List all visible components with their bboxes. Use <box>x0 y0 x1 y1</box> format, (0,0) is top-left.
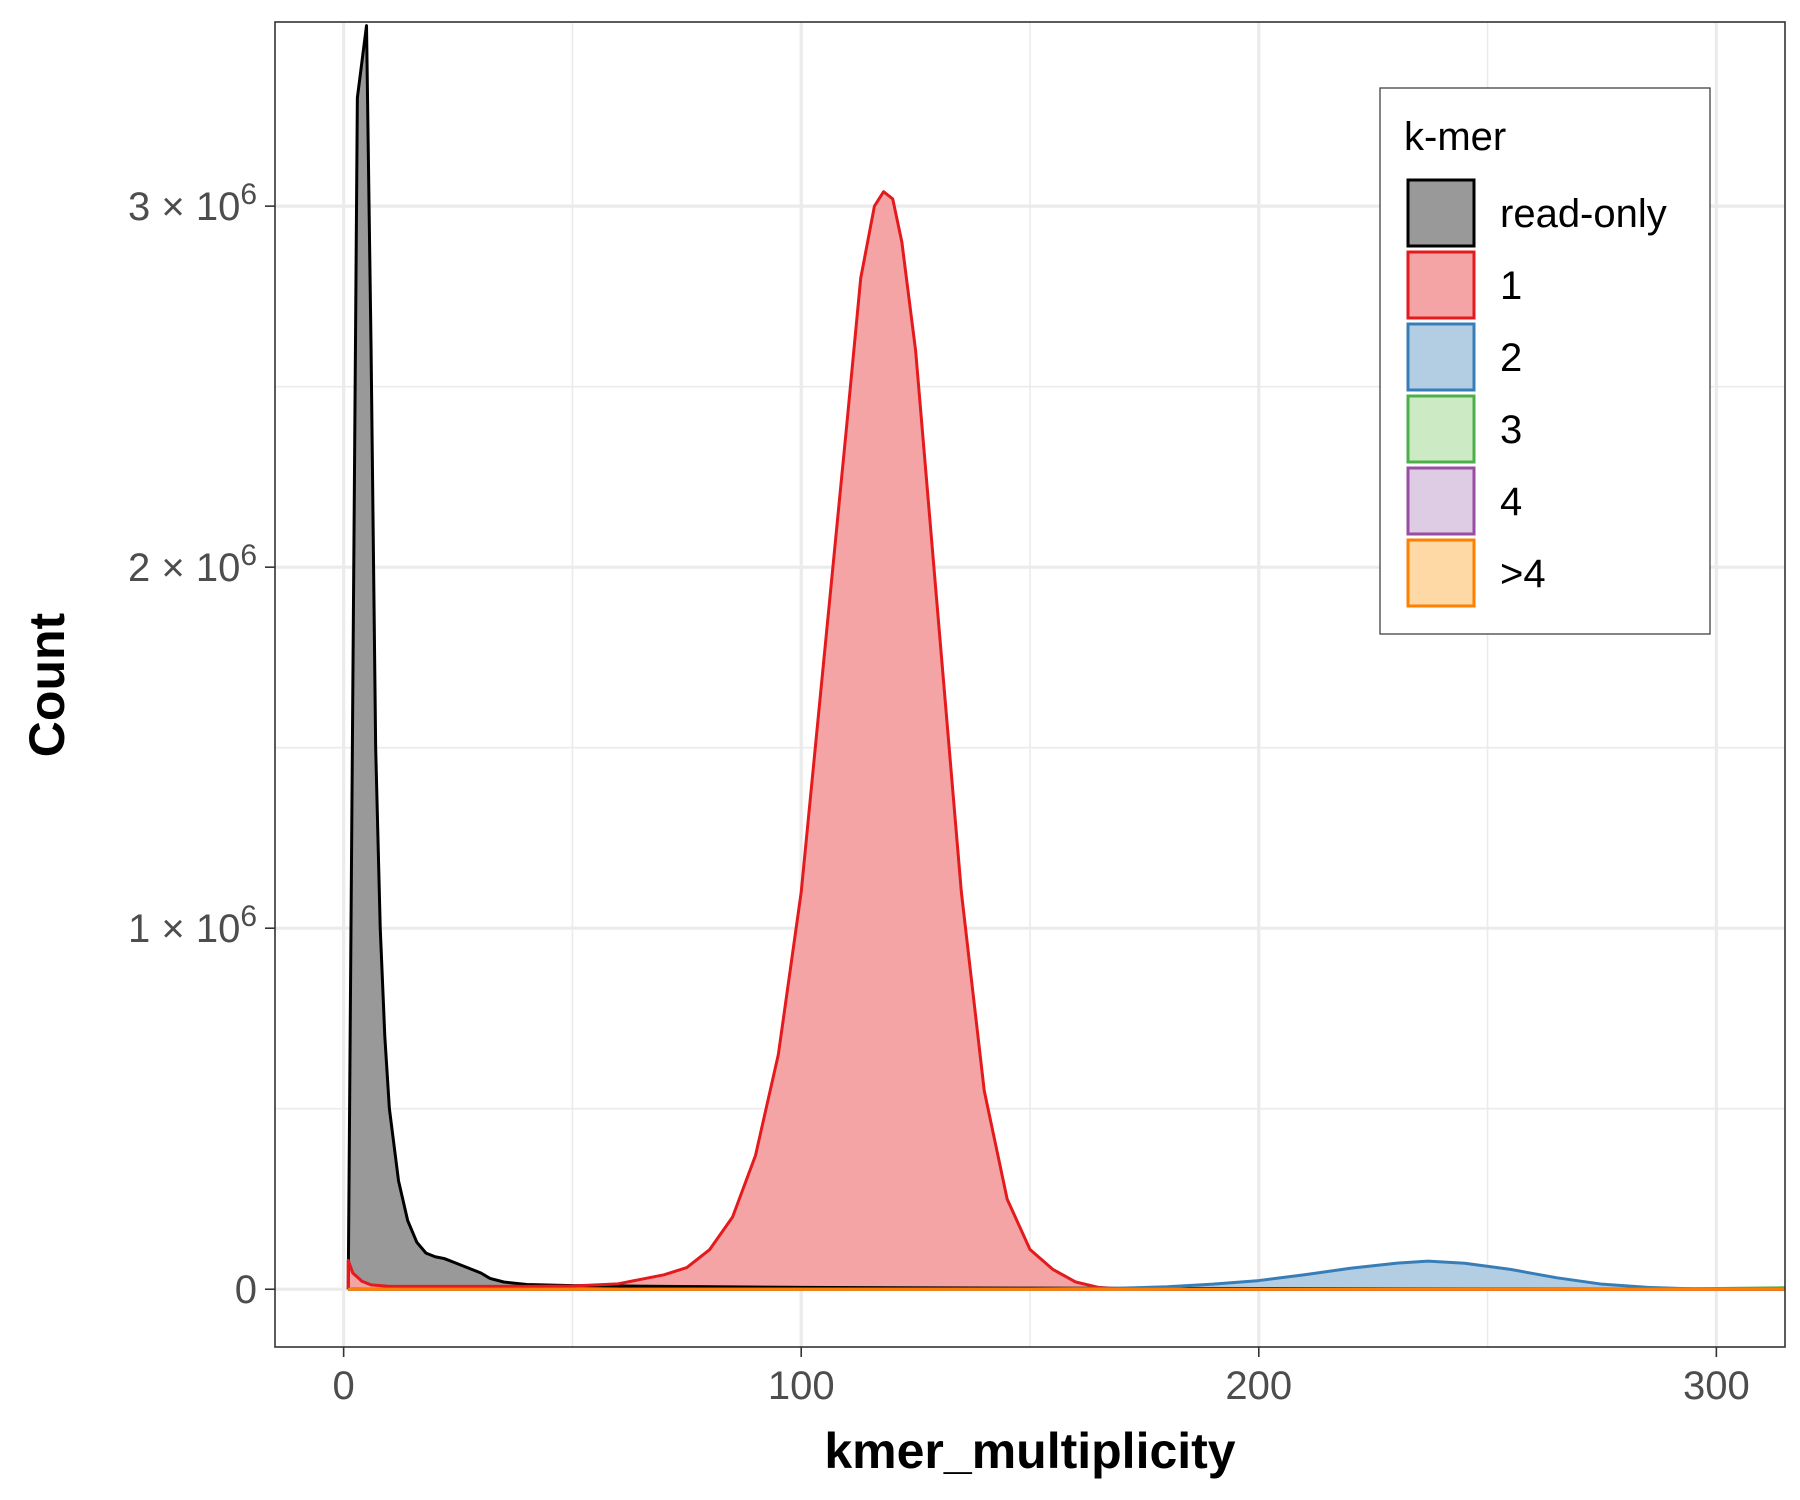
legend-item: read-only <box>1406 178 1667 248</box>
legend-label: 2 <box>1500 336 1522 380</box>
legend-item: 2 <box>1406 322 1522 392</box>
legend-title: k-mer <box>1404 115 1506 159</box>
x-tick-label: 100 <box>768 1364 835 1408</box>
y-tick-label: 2 × 106 <box>128 539 257 590</box>
series-area-2 <box>348 1261 1785 1290</box>
x-axis-title: kmer_multiplicity <box>824 1423 1235 1479</box>
series-layer <box>346 24 1785 1291</box>
y-tick-label: 3 × 106 <box>128 178 257 229</box>
y-axis: 0 1 × 106 2 × 106 3 × 106 <box>128 178 275 1312</box>
legend-key <box>1406 394 1476 464</box>
legend-label: 1 <box>1500 264 1522 308</box>
legend-items: read-only 1 2 3 4 >4 <box>1406 178 1667 608</box>
y-tick-label: 0 <box>235 1268 257 1312</box>
x-axis: 0 100 200 300 <box>333 1347 1750 1408</box>
series-line-1 <box>346 190 1785 1291</box>
legend-label: >4 <box>1500 552 1546 596</box>
y-axis-title: Count <box>19 612 75 757</box>
legend-key <box>1406 178 1476 248</box>
y-tick-label: 1 × 106 <box>128 900 257 951</box>
legend-key <box>1406 250 1476 320</box>
legend-label: 4 <box>1500 480 1522 524</box>
legend-label: read-only <box>1500 192 1667 236</box>
legend: k-mer read-only 1 2 3 4 >4 <box>1379 87 1711 635</box>
legend-item: 3 <box>1406 394 1522 464</box>
legend-key <box>1406 466 1476 536</box>
legend-label: 3 <box>1500 408 1522 452</box>
x-tick-label: 300 <box>1683 1364 1750 1408</box>
legend-key <box>1406 322 1476 392</box>
legend-item: 1 <box>1406 250 1522 320</box>
legend-key <box>1406 538 1476 608</box>
x-tick-label: 0 <box>333 1364 355 1408</box>
x-tick-label: 200 <box>1225 1364 1292 1408</box>
plot-panel-border <box>274 21 1786 1348</box>
legend-item: >4 <box>1406 538 1546 608</box>
legend-item: 4 <box>1406 466 1522 536</box>
